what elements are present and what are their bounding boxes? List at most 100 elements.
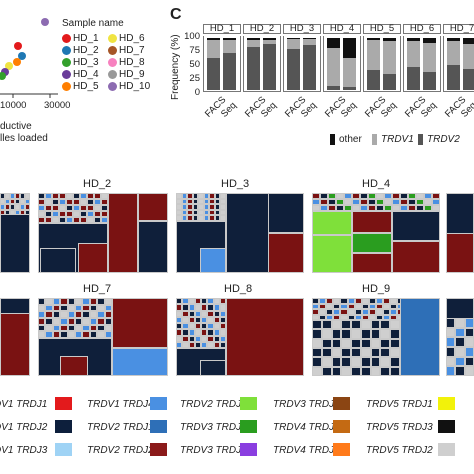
treemap-tile: [214, 215, 221, 221]
treemap-tile: [319, 303, 327, 309]
treemap-tile: [97, 298, 105, 305]
legend-dot: [62, 46, 71, 55]
treemap-tile: [104, 324, 112, 332]
legend-label: TRDV3 TRDJ2: [273, 399, 340, 410]
treemap-tile: [0, 198, 5, 204]
legend-dot: [62, 82, 71, 91]
stacked-bar: [423, 38, 436, 90]
treemap-tile: [82, 311, 90, 318]
treemap-tile: [312, 205, 320, 211]
legend-swatch: [333, 443, 350, 456]
treemap-tile: [336, 193, 344, 199]
facet-strip: [323, 24, 361, 34]
treemap-tile: [101, 205, 108, 211]
treemap-tile: [66, 193, 73, 199]
treemap-tile: [182, 323, 189, 330]
treemap-tile: [214, 198, 221, 205]
treemap-tile: [60, 304, 68, 312]
treemap-tile: [15, 209, 20, 215]
treemap-tile: [392, 205, 400, 211]
bar-segment: [247, 38, 260, 40]
treemap-tile: [188, 304, 195, 311]
treemap-tile: [320, 193, 328, 199]
treemap-tile: [176, 310, 183, 317]
treemap-tile: [176, 335, 183, 342]
treemap-tile: [383, 303, 391, 309]
treemap-tile: [194, 304, 201, 311]
facet-strip-label: HD_3: [289, 23, 315, 34]
treemap-tile: [87, 193, 94, 199]
treemap-tile: [45, 318, 53, 325]
stacked-bar: [223, 38, 236, 90]
treemap-tile: [73, 193, 80, 199]
treemap-tile: [200, 360, 226, 376]
treemap-tile: [73, 217, 80, 223]
treemap-tile: [66, 217, 73, 223]
treemap-tile: [38, 298, 46, 305]
stacked-bar: [247, 38, 260, 90]
facet-strip-label: HD_1: [209, 23, 235, 34]
facet-panel: [443, 36, 474, 92]
treemap-tile: [101, 193, 108, 199]
treemap-tile: [82, 318, 90, 325]
treemap-tile: [201, 310, 208, 317]
treemap-tile: [320, 205, 328, 211]
treemap-tile: [226, 298, 304, 376]
bar-segment: [367, 70, 380, 90]
treemap-tile: [213, 323, 220, 330]
stacked-bar: [207, 38, 220, 90]
treemap-tile: [187, 198, 193, 205]
treemap-tile: [408, 193, 416, 199]
treemap-title: HD_2: [83, 178, 112, 190]
treemap-tile: [201, 323, 208, 330]
treemap-tile: [390, 320, 400, 330]
scatter-point: [13, 58, 21, 66]
treemap-tile: [87, 217, 94, 223]
treemap-tile: [89, 331, 98, 338]
treemap-tile: [52, 211, 59, 217]
treemap-tile: [432, 193, 440, 199]
treemap-tile: [455, 327, 465, 338]
legend-swatch: [333, 397, 350, 410]
treemap-tile: [59, 199, 66, 205]
treemap-tile: [25, 198, 30, 204]
treemap-tile: [94, 193, 101, 199]
treemap-tile: [392, 211, 440, 241]
y-tick-label: 100: [184, 31, 200, 42]
treemap-tile: [188, 310, 195, 317]
treemap-tile: [192, 215, 199, 221]
treemap-tile: [219, 335, 226, 342]
treemap-tile: [331, 348, 342, 358]
treemap-tile: [351, 329, 361, 339]
treemap-tile: [66, 205, 73, 211]
treemap-tile: [10, 193, 15, 199]
treemap-tile: [333, 309, 341, 315]
treemap-tile: [67, 304, 75, 312]
facet-strip: [443, 24, 474, 34]
treemap-tile: [370, 329, 381, 339]
legend-swatch: [150, 397, 167, 410]
treemap-tile: [312, 348, 322, 358]
treemap-tile: [392, 193, 400, 199]
legend-label: HD_10: [119, 81, 151, 92]
treemap-tile: [176, 323, 183, 330]
treemap-tile: [446, 318, 456, 328]
treemap-tile: [194, 329, 201, 336]
treemap-tile: [390, 314, 398, 320]
treemap-tile: [268, 193, 304, 233]
treemap-tile: [384, 205, 392, 211]
treemap-tile: [188, 335, 195, 342]
treemap-tile: [464, 318, 474, 328]
treemap-tile: [455, 366, 465, 376]
treemap-tile: [15, 204, 20, 210]
treemap-tile: [10, 198, 15, 204]
treemap-tile: [219, 323, 226, 330]
treemap-tile: [207, 298, 214, 305]
treemap-tile: [341, 366, 352, 376]
treemap-tile: [94, 211, 101, 217]
treemap-tile: [209, 198, 215, 205]
scatter-point: [14, 42, 22, 50]
treemap-tile: [333, 314, 341, 320]
treemap-tile: [66, 211, 73, 217]
legend-swatch: [438, 420, 455, 433]
